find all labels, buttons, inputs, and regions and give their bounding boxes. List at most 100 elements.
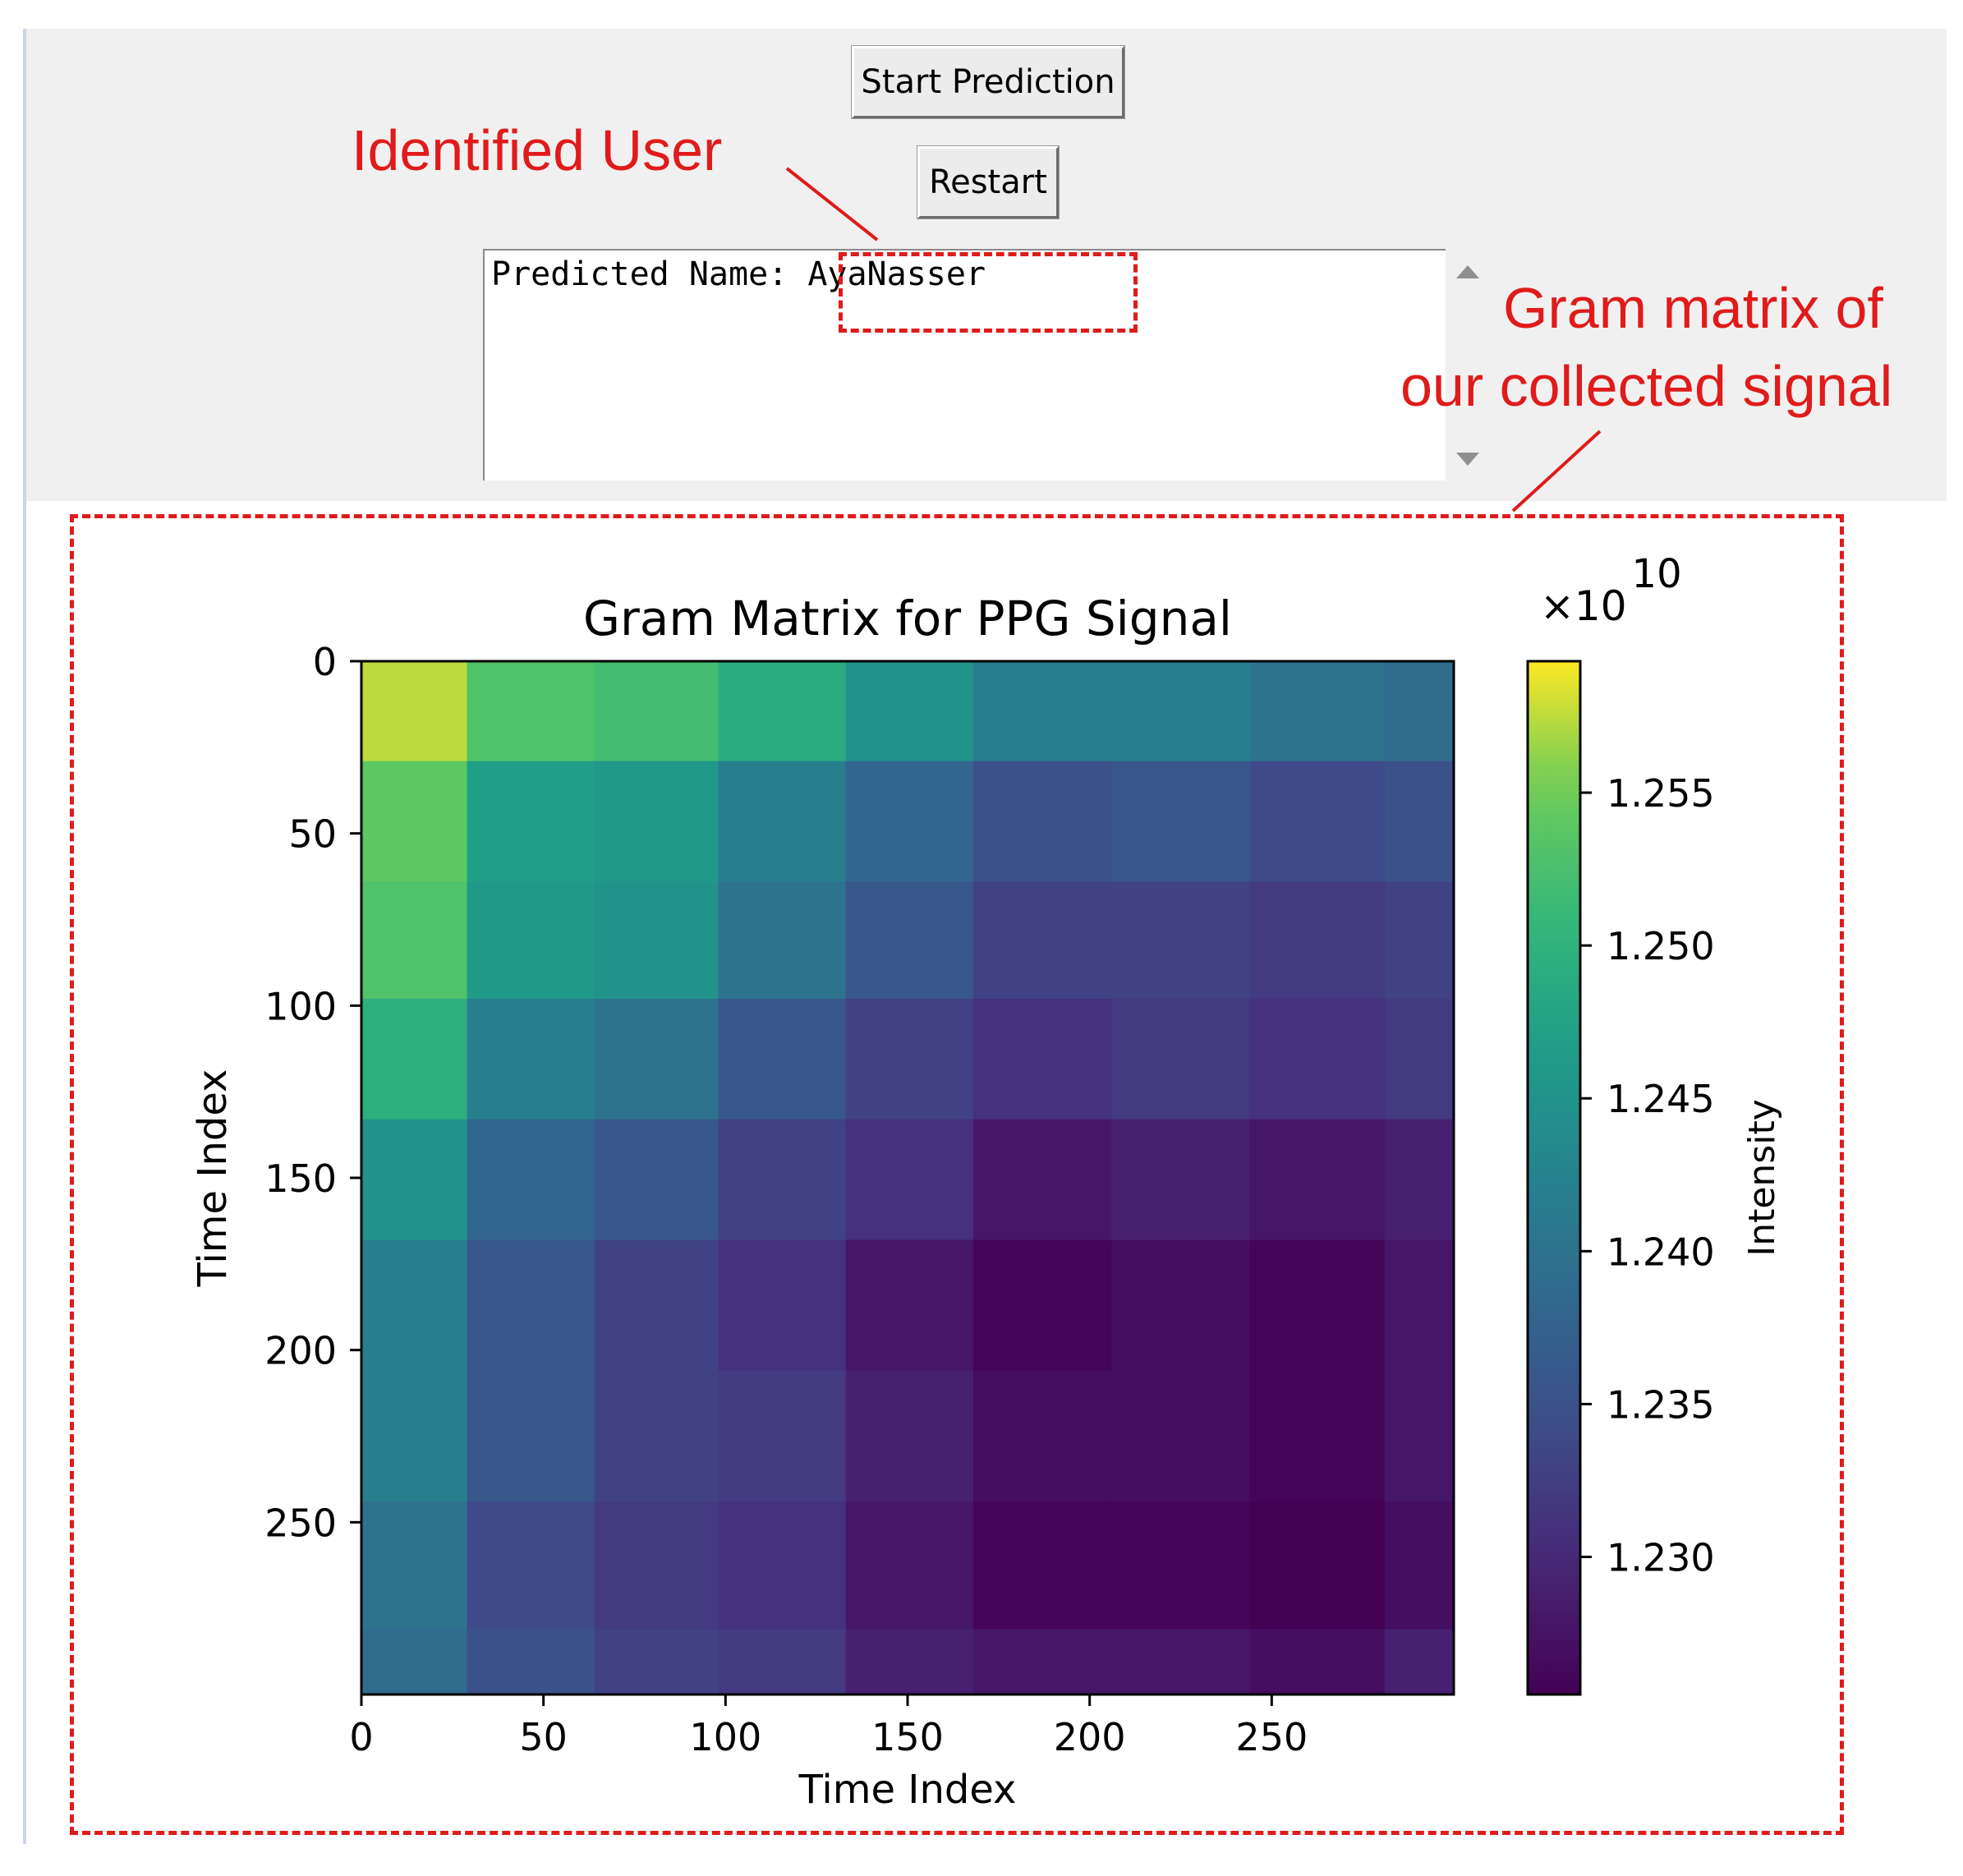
heatmap-cell bbox=[718, 761, 847, 883]
scroll-up-arrow-icon[interactable] bbox=[1456, 265, 1479, 278]
heatmap-cell bbox=[1249, 1629, 1386, 1694]
heatmap-cell bbox=[1111, 1239, 1251, 1372]
heatmap-cell bbox=[718, 661, 847, 762]
colorbar-tick-label: 1.255 bbox=[1607, 771, 1715, 816]
prediction-output-textbox[interactable]: Predicted Name: AyaNasser bbox=[483, 249, 1446, 480]
heatmap-cell bbox=[467, 661, 595, 762]
heatmap-cell bbox=[1111, 1629, 1251, 1694]
restart-button[interactable]: Restart bbox=[917, 145, 1060, 219]
heatmap-cell bbox=[1384, 1239, 1454, 1372]
heatmap-cell bbox=[845, 1119, 974, 1241]
scroll-down-arrow-icon[interactable] bbox=[1456, 453, 1479, 466]
heatmap-cell bbox=[594, 1370, 719, 1502]
heatmap-cell bbox=[1384, 761, 1454, 883]
gram-matrix-leader-line bbox=[1511, 430, 1602, 513]
heatmap-cell bbox=[1111, 998, 1251, 1120]
predicted-name-highlight-box bbox=[839, 252, 1138, 333]
x-axis-label: Time Index bbox=[798, 1767, 1017, 1813]
colorbar-tick-label: 1.250 bbox=[1607, 924, 1715, 968]
heatmap-cell bbox=[972, 1239, 1113, 1372]
heatmap-cell bbox=[718, 1119, 847, 1241]
heatmap-cell bbox=[1384, 1629, 1454, 1694]
heatmap-cell bbox=[845, 1629, 974, 1694]
heatmap-cell bbox=[361, 998, 468, 1120]
heatmap-cell bbox=[1111, 1119, 1251, 1241]
heatmap-cell bbox=[972, 661, 1113, 762]
colorbar-label: Intensity bbox=[1741, 1099, 1783, 1257]
heatmap-cell bbox=[1249, 1370, 1386, 1502]
colorbar bbox=[1526, 660, 1582, 1696]
heatmap-cell bbox=[845, 881, 974, 1000]
heatmap-cell bbox=[972, 1119, 1113, 1241]
y-tick-label: 100 bbox=[264, 984, 337, 1028]
heatmap-cell bbox=[467, 1370, 595, 1502]
colorbar-tick-label: 1.240 bbox=[1607, 1230, 1715, 1274]
heatmap-cell bbox=[1111, 761, 1251, 883]
heatmap-cell bbox=[845, 1370, 974, 1502]
annotation-gram-line2: our collected signal bbox=[1400, 354, 1893, 418]
y-tick-label: 250 bbox=[264, 1501, 337, 1545]
annotation-identified-user: Identified User bbox=[352, 118, 723, 182]
y-tick-label: 150 bbox=[264, 1156, 337, 1201]
heatmap-cell bbox=[467, 1119, 595, 1241]
heatmap-cell bbox=[1384, 1370, 1454, 1502]
heatmap-cell bbox=[467, 1239, 595, 1372]
heatmap-cell bbox=[467, 761, 595, 883]
colorbar-multiplier-exponent: 10 bbox=[1632, 551, 1682, 597]
heatmap-cell bbox=[718, 1501, 847, 1630]
x-tick-label: 0 bbox=[349, 1715, 373, 1759]
heatmap-cell bbox=[1111, 1501, 1251, 1630]
heatmap-cell bbox=[361, 1370, 468, 1502]
heatmap-cell bbox=[594, 1501, 719, 1630]
heatmap-cell bbox=[1111, 661, 1251, 762]
heatmap-cell bbox=[361, 1239, 468, 1372]
y-axis: 0 50 100 150 200 250 bbox=[264, 640, 361, 1545]
colorbar-multiplier: ×1010 bbox=[1540, 551, 1682, 630]
heatmap-cell bbox=[594, 1119, 719, 1241]
heatmap-cell bbox=[594, 761, 719, 883]
window-edge bbox=[23, 29, 26, 1844]
heatmap-cell bbox=[467, 881, 595, 1000]
x-tick-label: 150 bbox=[871, 1715, 944, 1759]
output-scrollbar[interactable] bbox=[1447, 249, 1488, 480]
heatmap-cell bbox=[1111, 1370, 1251, 1502]
colorbar-multiplier-base: ×10 bbox=[1540, 582, 1627, 630]
heatmap-cell bbox=[467, 1629, 595, 1694]
heatmap-cell bbox=[361, 1629, 468, 1694]
heatmap-cell bbox=[1249, 1119, 1386, 1241]
heatmap-cell bbox=[972, 761, 1113, 883]
start-prediction-button[interactable]: Start Prediction bbox=[851, 45, 1125, 119]
heatmap-cell bbox=[594, 661, 719, 762]
heatmap-cell bbox=[972, 1370, 1113, 1502]
heatmap-cell bbox=[845, 661, 974, 762]
heatmap-cell bbox=[972, 998, 1113, 1120]
colorbar-tick-label: 1.230 bbox=[1607, 1536, 1715, 1580]
heatmap-cell bbox=[594, 881, 719, 1000]
heatmap-cell bbox=[845, 761, 974, 883]
heatmap-cell bbox=[1384, 998, 1454, 1120]
heatmap-cell bbox=[361, 761, 468, 883]
heatmap-cell bbox=[718, 1629, 847, 1694]
heatmap-cell bbox=[718, 1239, 847, 1372]
y-tick-label: 50 bbox=[288, 812, 337, 857]
heatmap-cell bbox=[361, 1119, 468, 1241]
heatmap-cell bbox=[1384, 1119, 1454, 1241]
heatmap-cell bbox=[361, 881, 468, 1000]
heatmap-cell bbox=[1249, 661, 1386, 762]
y-axis-label: Time Index bbox=[190, 1069, 236, 1288]
heatmap-cell bbox=[594, 1239, 719, 1372]
heatmap-cell bbox=[845, 998, 974, 1120]
colorbar-axis: 1.230 1.235 1.240 1.245 1.250 1.255 bbox=[1580, 771, 1715, 1580]
x-tick-label: 50 bbox=[519, 1715, 568, 1759]
heatmap-cell bbox=[718, 1370, 847, 1502]
heatmap-cell bbox=[1111, 881, 1251, 1000]
heatmap-cell bbox=[1249, 1501, 1386, 1630]
annotation-gram-line1: Gram matrix of bbox=[1503, 276, 1883, 340]
heatmap-cell bbox=[594, 998, 719, 1120]
x-tick-label: 100 bbox=[689, 1715, 761, 1759]
gram-matrix-highlight-box bbox=[70, 514, 1844, 1835]
heatmap-cell bbox=[972, 1629, 1113, 1694]
x-tick-label: 200 bbox=[1054, 1715, 1126, 1759]
